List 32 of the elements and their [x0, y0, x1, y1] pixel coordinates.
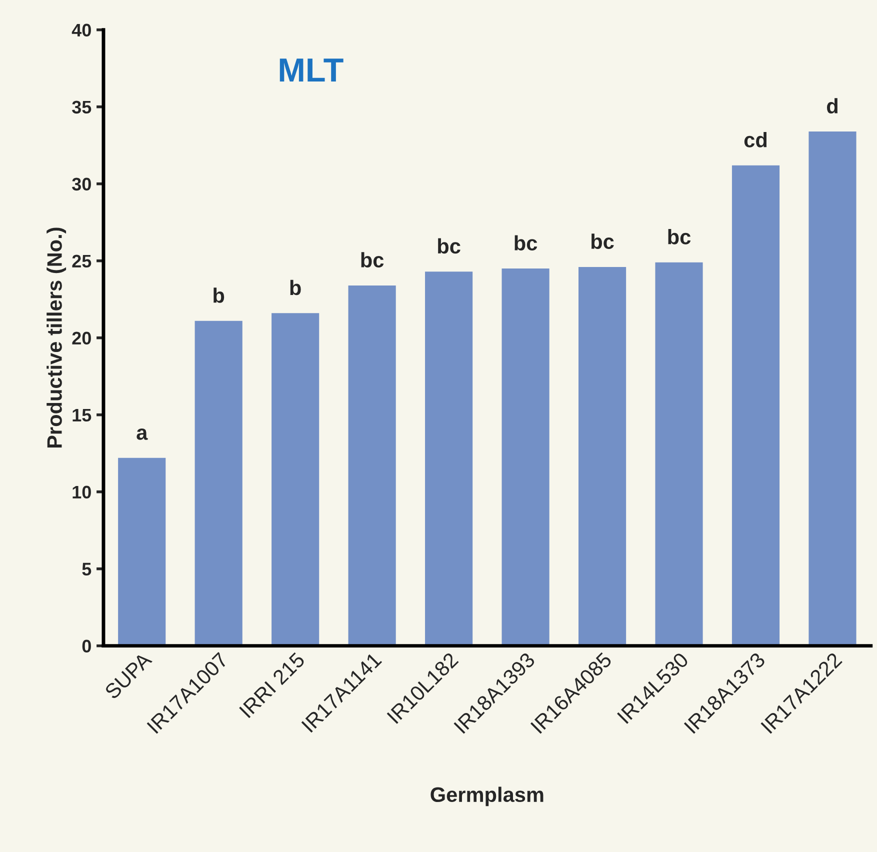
y-tick-label: 20: [72, 332, 91, 345]
y-tick-label: 15: [72, 408, 92, 422]
bar: [118, 458, 166, 646]
x-axis-title: Germplasm: [430, 786, 544, 806]
annotation: bc: [361, 252, 384, 268]
bar: [272, 313, 320, 646]
annotation: bc: [514, 235, 538, 251]
annotation: d: [826, 98, 838, 114]
bar: [655, 262, 703, 646]
annotation: b: [290, 280, 301, 296]
y-tick-label: 40: [72, 24, 91, 37]
y-tick-label: 25: [72, 254, 92, 268]
bar: [808, 131, 856, 646]
bar: [425, 272, 473, 646]
annotation: a: [136, 428, 148, 440]
annotation: bc: [668, 229, 691, 244]
annotation: b: [214, 288, 224, 303]
annotation: bc: [592, 234, 614, 249]
y-axis-title: Productive tillers (No.): [46, 228, 66, 448]
bar: [732, 165, 780, 646]
annotation: cd: [744, 132, 767, 148]
bar: [578, 266, 626, 646]
y-tick-label: 0: [82, 640, 91, 653]
bar: [502, 268, 550, 646]
y-tick-label: 5: [82, 562, 92, 576]
text: MLT: [280, 58, 344, 82]
y-tick-label: 30: [72, 178, 91, 191]
bar: [194, 320, 242, 646]
bar: [348, 285, 396, 646]
y-tick-label: 10: [72, 486, 91, 499]
y-tick-label: 35: [72, 100, 92, 114]
annotation: bc: [438, 238, 460, 254]
